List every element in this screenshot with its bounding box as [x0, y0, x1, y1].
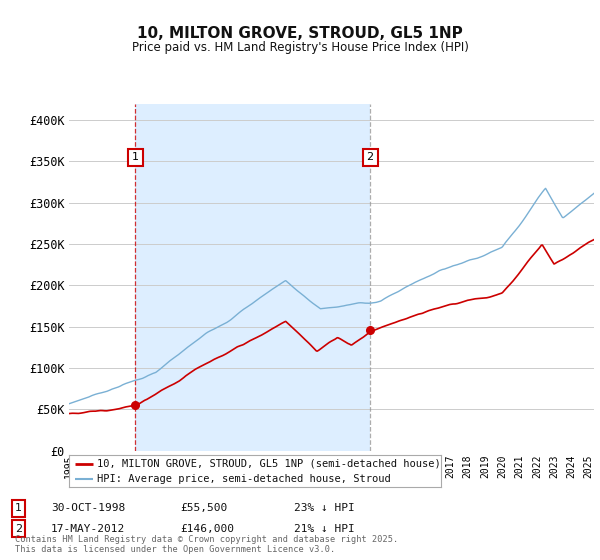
Text: 10, MILTON GROVE, STROUD, GL5 1NP (semi-detached house): 10, MILTON GROVE, STROUD, GL5 1NP (semi-…: [97, 459, 440, 469]
Text: Contains HM Land Registry data © Crown copyright and database right 2025.
This d: Contains HM Land Registry data © Crown c…: [15, 535, 398, 554]
Text: £146,000: £146,000: [180, 524, 234, 534]
Bar: [136, 104, 370, 451]
Text: 17-MAY-2012: 17-MAY-2012: [51, 524, 125, 534]
Text: 23% ↓ HPI: 23% ↓ HPI: [294, 503, 355, 514]
Text: 1: 1: [132, 152, 139, 162]
Text: 1: 1: [15, 503, 22, 514]
Text: 10, MILTON GROVE, STROUD, GL5 1NP: 10, MILTON GROVE, STROUD, GL5 1NP: [137, 26, 463, 41]
Text: 2: 2: [15, 524, 22, 534]
Text: 2: 2: [367, 152, 374, 162]
Text: Price paid vs. HM Land Registry's House Price Index (HPI): Price paid vs. HM Land Registry's House …: [131, 41, 469, 54]
Text: £55,500: £55,500: [180, 503, 227, 514]
Text: HPI: Average price, semi-detached house, Stroud: HPI: Average price, semi-detached house,…: [97, 474, 391, 484]
Text: 21% ↓ HPI: 21% ↓ HPI: [294, 524, 355, 534]
Text: 30-OCT-1998: 30-OCT-1998: [51, 503, 125, 514]
